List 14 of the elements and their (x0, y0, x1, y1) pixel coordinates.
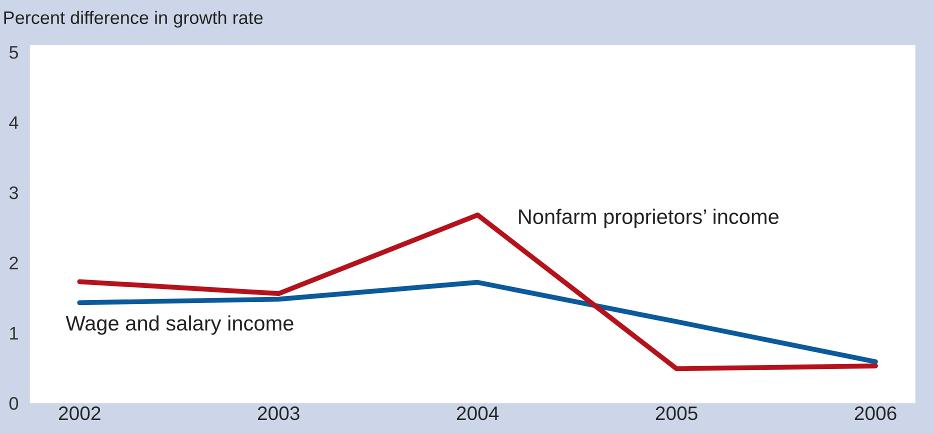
x-tick-label: 2003 (258, 406, 300, 420)
series-label: Wage and salary income (66, 315, 294, 335)
y-tick-label: 4 (9, 116, 18, 129)
y-tick-label: 5 (9, 46, 18, 59)
x-tick-label: 2006 (854, 406, 896, 420)
x-tick-label: 2002 (58, 406, 100, 420)
series-label: Nonfarm proprietors’ income (519, 208, 778, 228)
y-tick-label: 0 (9, 397, 18, 410)
y-axis-title: Percent difference in growth rate (4, 10, 263, 28)
y-tick-label: 2 (10, 256, 18, 270)
x-tick-label: 2005 (656, 406, 698, 420)
y-tick-label: 3 (9, 186, 18, 200)
x-tick-label: 2004 (456, 406, 499, 420)
y-tick-label: 1 (10, 327, 18, 340)
